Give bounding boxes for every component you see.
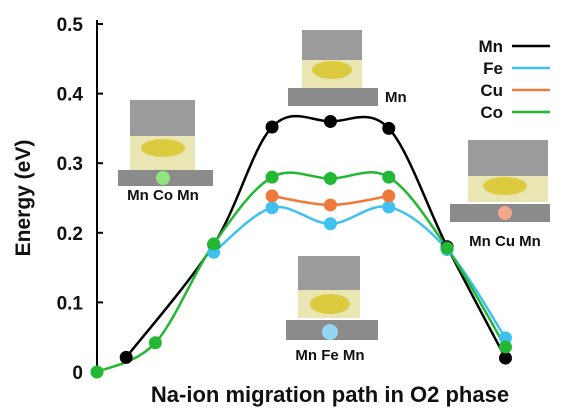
annotation: Mn Fe Mn [295, 347, 364, 364]
annotation: Mn Co Mn [127, 187, 199, 204]
y-axis-label: Energy (eV) [12, 140, 35, 257]
legend-label: Cu [480, 81, 503, 100]
legend-label: Mn [478, 37, 503, 56]
data-point [207, 237, 220, 250]
data-point [441, 242, 454, 255]
chart: Mn Co Mn Mn Mn Cu Mn Mn Fe Mn Na-ion mig… [0, 0, 561, 410]
y-tick-label: 0 [72, 363, 83, 384]
y-tick-label: 0.3 [57, 154, 83, 175]
data-point [324, 198, 337, 211]
data-point [266, 171, 279, 184]
data-point [382, 201, 395, 214]
data-point [266, 201, 279, 214]
legend-label: Co [480, 103, 503, 122]
y-tick-label: 0.4 [57, 85, 84, 106]
data-point [324, 217, 337, 230]
annotation: Mn [385, 89, 407, 106]
y-tick-label: 0.5 [57, 15, 84, 36]
data-point [266, 189, 279, 202]
x-axis-label: Na-ion migration path in O2 phase [151, 382, 509, 407]
data-point [382, 122, 395, 135]
data-point [382, 189, 395, 202]
data-point [266, 121, 279, 134]
data-point [382, 171, 395, 184]
data-point [499, 352, 512, 365]
legend-label: Fe [483, 59, 503, 78]
annotation: Mn Cu Mn [469, 233, 541, 250]
y-tick-label: 0.1 [57, 293, 84, 314]
data-point [499, 340, 512, 353]
data-point [149, 336, 162, 349]
y-tick-label: 0.2 [57, 224, 83, 245]
data-point [324, 172, 337, 185]
data-point [120, 351, 133, 364]
data-point [324, 115, 337, 128]
data-point [91, 366, 104, 379]
